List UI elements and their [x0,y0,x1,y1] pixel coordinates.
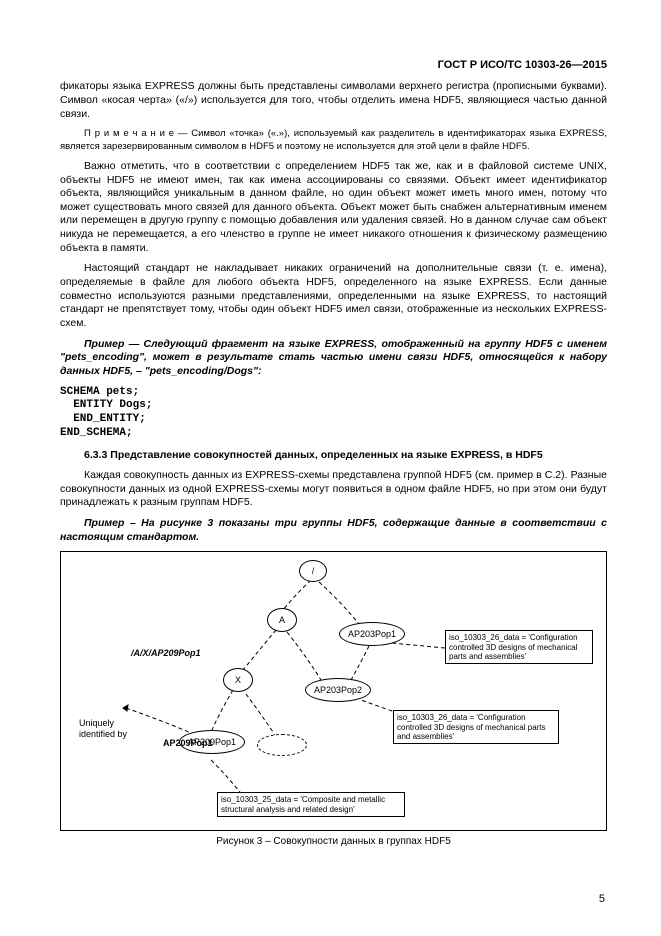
annotation-2: iso_10303_26_data = 'Configuration contr… [393,710,559,744]
page: ГОСТ Р ИСО/ТС 10303-26—2015 фикаторы язы… [0,0,661,936]
figure-3: / A AP203Pop1 X AP203Pop2 AP209Pop1 /A/X… [60,551,607,831]
node-x-label: X [235,675,241,687]
note-1: П р и м е ч а н и е — Символ «точка» («.… [60,128,607,153]
annotation-1: iso_10303_26_data = 'Configuration contr… [445,630,593,664]
page-number: 5 [599,892,605,906]
node-root-label: / [312,566,315,578]
paragraph-1: фикаторы языка EXPRESS должны быть предс… [60,80,607,121]
code-block: SCHEMA pets; ENTITY Dogs; END_ENTITY; EN… [60,386,607,441]
path-label: /A/X/AP209Pop1 [131,648,201,660]
node-ap203pop2-label: AP203Pop2 [314,685,362,697]
doc-header: ГОСТ Р ИСО/ТС 10303-26—2015 [60,58,607,72]
example-1: Пример — Следующий фрагмент на языке EXP… [60,338,607,379]
section-heading-633: 6.3.3 Представление совокупностей данных… [60,449,607,463]
figure-3-caption: Рисунок 3 – Совокупности данных в группа… [60,835,607,848]
example-2: Пример – На рисунке 3 показаны три групп… [60,517,607,544]
paragraph-2: Важно отметить, что в соответствии с опр… [60,160,607,255]
node-a-label: A [279,615,285,627]
ap209pop1-arrow-label: AP209Pop1 [163,738,213,750]
paragraph-3: Настоящий стандарт не накладывает никаки… [60,262,607,330]
uniquely-label: Uniquely identified by [79,718,139,740]
paragraph-4: Каждая совокупность данных из EXPRESS-сх… [60,469,607,510]
node-ap203pop1-label: AP203Pop1 [348,629,396,641]
annotation-3: iso_10303_25_data = 'Composite and metal… [217,792,405,816]
